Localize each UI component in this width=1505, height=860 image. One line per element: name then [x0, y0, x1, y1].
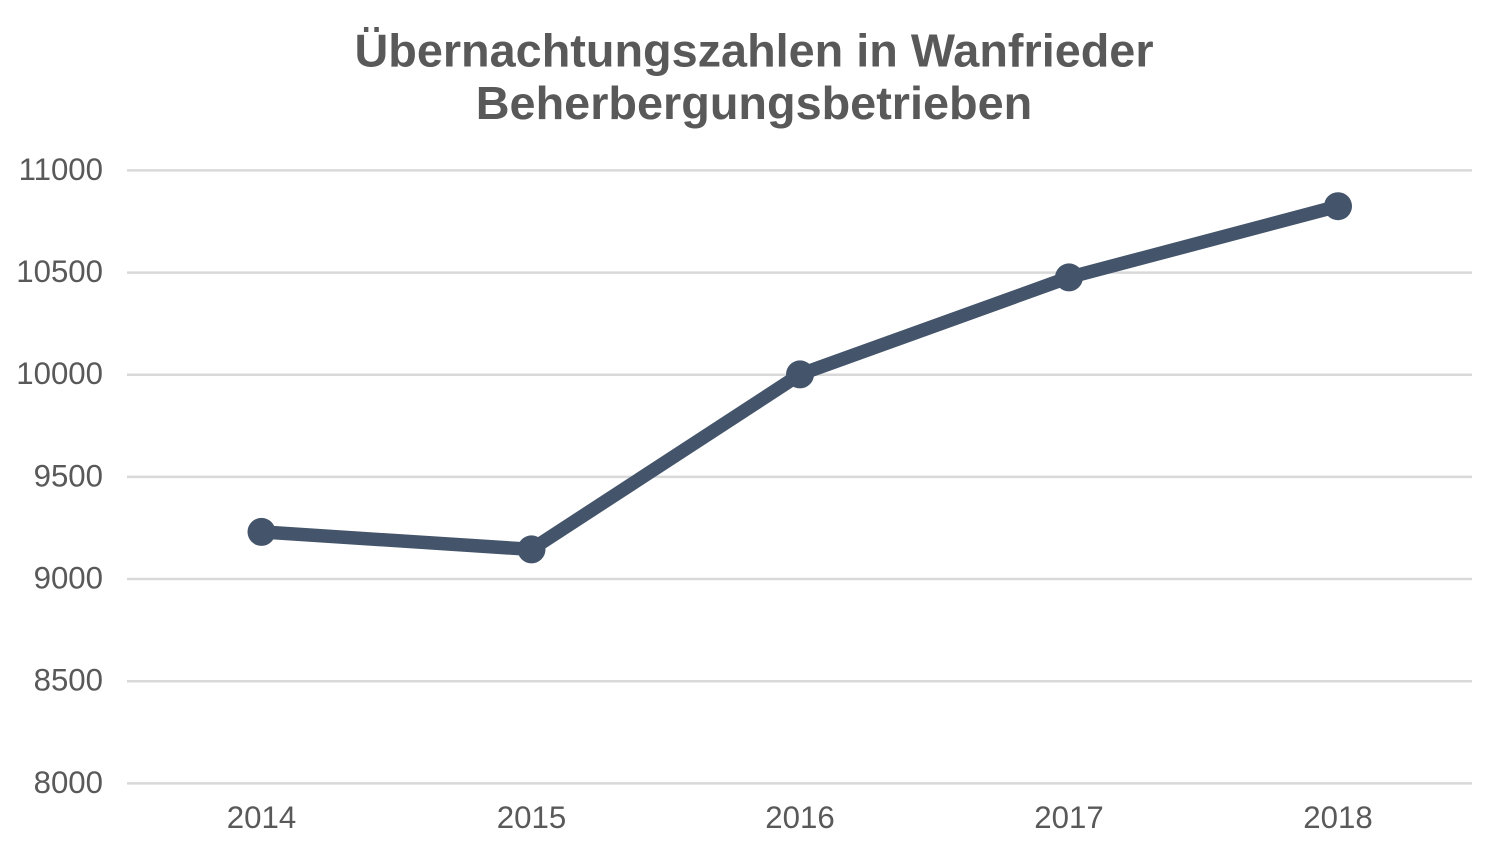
svg-text:10000: 10000	[16, 356, 103, 391]
svg-text:2016: 2016	[765, 800, 834, 835]
svg-text:8500: 8500	[34, 663, 103, 698]
svg-text:2018: 2018	[1303, 800, 1372, 835]
svg-text:2015: 2015	[497, 800, 566, 835]
svg-text:11000: 11000	[19, 152, 103, 187]
svg-text:9000: 9000	[34, 561, 103, 596]
svg-text:9500: 9500	[34, 458, 103, 493]
svg-text:2017: 2017	[1034, 800, 1103, 835]
svg-text:8000: 8000	[34, 765, 103, 800]
svg-text:2014: 2014	[227, 800, 296, 835]
svg-text:Beherbergungsbetrieben: Beherbergungsbetrieben	[476, 77, 1032, 129]
svg-text:10500: 10500	[16, 254, 103, 289]
svg-text:Übernachtungszahlen in Wanfrie: Übernachtungszahlen in Wanfrieder	[354, 24, 1153, 76]
